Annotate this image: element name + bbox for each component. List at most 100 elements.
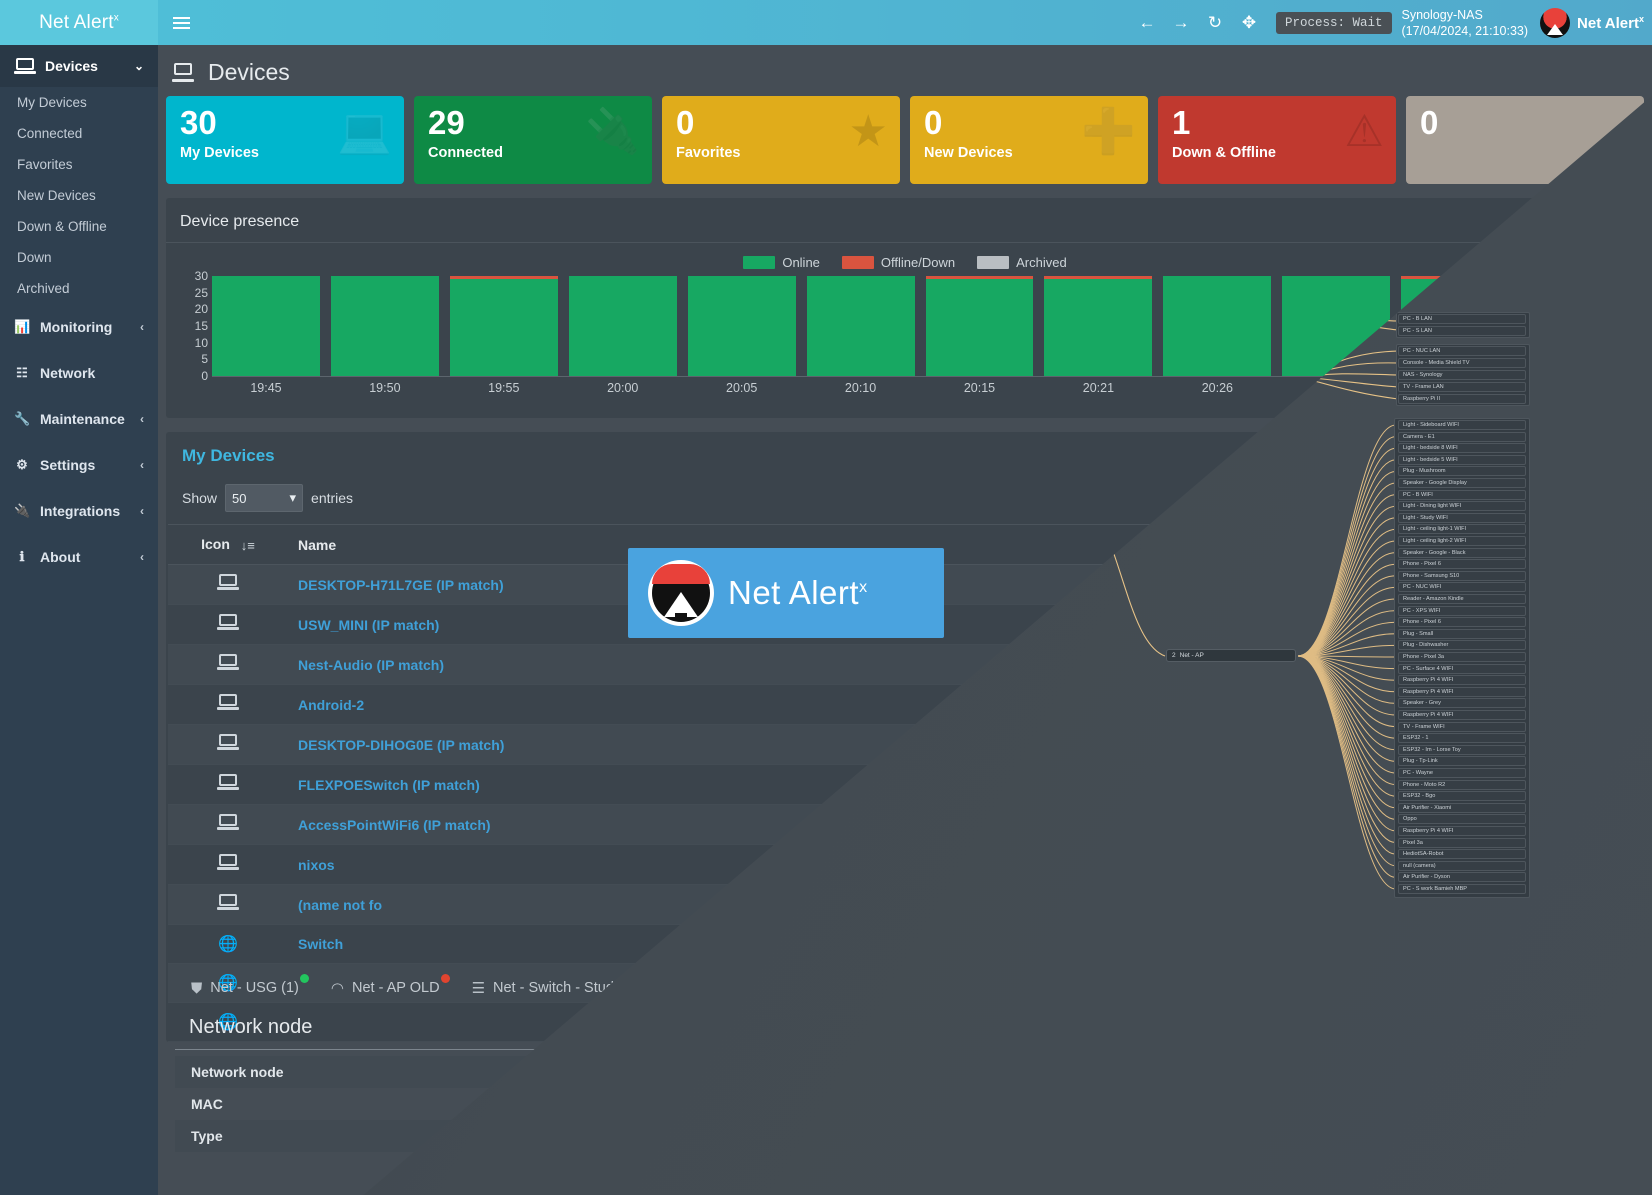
table-row[interactable]: 🌐 Switch <box>168 924 1642 964</box>
stat-card-favorites[interactable]: 0 Favorites ★ <box>662 96 900 184</box>
sidebar-item-settings[interactable]: ⚙ Settings ‹ <box>0 442 158 488</box>
table-row[interactable]: nixos <box>168 844 1642 885</box>
stat-card-my-devices[interactable]: 30 My Devices 💻 <box>166 96 404 184</box>
node-tab-net-switch-tv-5[interactable]: ☰ Net - Switch - TV (5) <box>659 966 844 1010</box>
chart-bar[interactable] <box>212 276 320 376</box>
chart-bar[interactable] <box>1044 276 1153 376</box>
node-tab-net-ap-old[interactable]: ◠ Net - AP OLD <box>315 966 456 1010</box>
switch-icon: ☰ <box>859 980 873 997</box>
node-tab-net-usg-1[interactable]: ⛊ Net - USG (1) <box>175 966 315 1010</box>
sort-desc-icon[interactable]: ↓≡ <box>240 538 255 553</box>
device-name-link[interactable]: Android-2 <box>298 696 365 713</box>
sidebar-item-network[interactable]: ☷ Network <box>0 350 158 396</box>
sidebar-item-down[interactable]: Down <box>0 242 158 273</box>
stat-label: My Devices <box>180 145 259 161</box>
column-header-name[interactable]: Name <box>288 524 1642 565</box>
table-row[interactable]: Nest-Audio (IP match) <box>168 644 1642 685</box>
chevron-down-icon: ▾ <box>289 490 297 505</box>
legend-item-archived[interactable]: Archived <box>977 255 1067 270</box>
chart-bar[interactable] <box>449 276 558 376</box>
table-row[interactable]: DESKTOP-DIHOG0E (IP match) <box>168 724 1642 765</box>
chart-bar[interactable] <box>568 276 677 376</box>
chart-bar[interactable] <box>1282 276 1391 376</box>
stat-card-down-offline[interactable]: 1 Down & Offline ⚠ <box>1158 96 1396 184</box>
status-dot-green <box>1325 974 1335 983</box>
status-dot-red <box>440 974 450 983</box>
stat-card-connected[interactable]: 29 Connected 🔌 <box>414 96 652 184</box>
node-tab-net-switch-study-2[interactable]: ☰ Net - Switch - Study (2) <box>456 966 659 1010</box>
chart-bar[interactable] <box>925 276 1034 376</box>
table-row[interactable]: Android-2 <box>168 684 1642 725</box>
chart-bar[interactable] <box>806 276 915 376</box>
device-name-link[interactable]: USW_MINI (IP match) <box>298 616 440 633</box>
sidebar-item-about[interactable]: ℹ About ‹ <box>0 534 158 580</box>
legend-item-offline[interactable]: Offline/Down <box>841 255 955 270</box>
chart-legend: Online Offline/Down Archived <box>176 255 1634 270</box>
top-bar: Net Alertx ← → ↻ ✥ Process: Wait Synolog… <box>0 0 1652 45</box>
device-name-link[interactable]: DESKTOP-H71L7GE (IP match) <box>298 576 504 593</box>
bar-segment-online <box>1163 276 1272 376</box>
chart-bar[interactable] <box>1163 276 1272 376</box>
table-row[interactable]: AccessPointWiFi6 (IP match) <box>168 804 1642 845</box>
bar-segment-online <box>1401 279 1510 376</box>
sidebar-item-monitoring[interactable]: 📊 Monitoring ‹ <box>0 304 158 350</box>
node-tab-label: Net - USG (1) <box>210 980 299 996</box>
device-name-link[interactable]: Nest-Audio (IP match) <box>298 656 444 673</box>
node-tab-net-switch-poe-4[interactable]: ☰ Net - Switch - POE (4) <box>843 966 1040 1010</box>
table-row[interactable]: FLEXPOESwitch (IP match) <box>168 764 1642 805</box>
bar-segment-online <box>687 276 796 376</box>
device-name-link[interactable]: DESKTOP-DIHOG0E (IP match) <box>298 736 505 753</box>
page-header: Devices <box>158 45 1652 96</box>
chevron-left-icon: ‹ <box>140 458 144 472</box>
back-arrow-icon[interactable]: ← <box>1138 12 1156 32</box>
sidebar-item-integrations[interactable]: 🔌 Integrations ‹ <box>0 488 158 534</box>
network-node-row: Network node Net - Huawei <box>175 1056 1635 1088</box>
sidebar-item-devices[interactable]: Devices ⌄ <box>0 45 158 87</box>
sidebar-item-favorites[interactable]: Favorites <box>0 149 158 180</box>
device-name-link[interactable]: (name not fo <box>298 896 382 913</box>
sidebar: Devices ⌄ My Devices Connected Favorites… <box>0 45 158 1195</box>
device-name-cell: FLEXPOESwitch (IP match) <box>288 764 1642 805</box>
laptop-icon <box>168 644 288 685</box>
sidebar-item-connected[interactable]: Connected <box>0 118 158 149</box>
sidebar-item-my-devices[interactable]: My Devices <box>0 87 158 118</box>
panel-header: My Devices <box>166 432 1644 474</box>
device-name-link[interactable]: FLEXPOESwitch (IP match) <box>298 776 480 793</box>
table-row[interactable]: (name not fo <box>168 884 1642 925</box>
bar-segment-online <box>568 276 677 376</box>
device-name-cell: Switch <box>288 924 1642 964</box>
sidebar-item-archived[interactable]: Archived <box>0 273 158 304</box>
node-tab-pc-nuc-old-1[interactable]: ▭ PC - NUC old (1) <box>1177 966 1341 1010</box>
sidebar-item-maintenance[interactable]: 🔧 Maintenance ‹ <box>0 396 158 442</box>
detail-link[interactable]: Net - Huawei <box>537 1064 618 1080</box>
device-name-link[interactable]: nixos <box>298 856 335 873</box>
refresh-icon[interactable]: ↻ <box>1207 12 1223 32</box>
hamburger-icon[interactable] <box>158 0 204 45</box>
bar-segment-online <box>212 276 320 376</box>
stat-card-archived[interactable]: 0 <box>1406 96 1644 184</box>
chart-bar[interactable] <box>1520 276 1629 376</box>
sidebar-item-down-offline[interactable]: Down & Offline <box>0 211 158 242</box>
forward-arrow-icon[interactable]: → <box>1172 12 1190 32</box>
network-node-row: Type Router <box>175 1120 1635 1152</box>
move-icon[interactable]: ✥ <box>1241 12 1257 32</box>
laptop-icon <box>168 564 288 605</box>
detail-key: Network node <box>191 1064 284 1080</box>
chart-bar[interactable] <box>687 276 796 376</box>
avatar[interactable] <box>1540 7 1571 38</box>
bar-segment-online <box>1520 276 1629 376</box>
page-size-select[interactable]: 50 ▾ <box>225 484 304 512</box>
brand-logo[interactable]: Net Alertx <box>0 0 158 45</box>
node-tab-net-ap-42[interactable]: ◠ Net - AP (42) <box>1040 966 1177 1010</box>
stat-card-new-devices[interactable]: 0 New Devices ➕ <box>910 96 1148 184</box>
device-name-link[interactable]: Switch <box>298 936 344 952</box>
device-name-link[interactable]: AccessPointWiFi6 (IP match) <box>298 816 491 833</box>
legend-item-online[interactable]: Online <box>743 255 820 270</box>
chart-bar[interactable] <box>1401 276 1510 376</box>
sidebar-item-new-devices[interactable]: New Devices <box>0 180 158 211</box>
laptop-icon <box>168 724 288 765</box>
chart-bar[interactable] <box>330 276 439 376</box>
column-header-icon[interactable]: Icon ↓≡ <box>168 524 288 565</box>
device-name-cell: DESKTOP-H71L7GE (IP match) <box>288 564 1642 605</box>
